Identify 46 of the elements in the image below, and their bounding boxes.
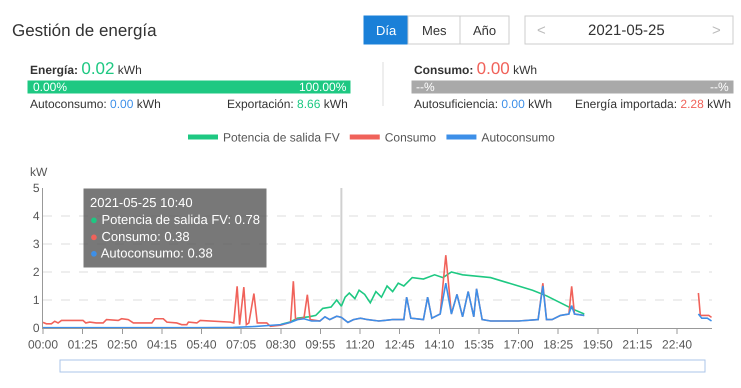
x-tick-label: 02:50: [107, 337, 138, 352]
text: Consumo: 0.00 kWh: [414, 59, 538, 78]
y-axis-title: kW: [30, 165, 48, 179]
text: Día: [376, 23, 397, 38]
x-tick-label: 08:30: [266, 337, 296, 352]
text: 2021-05-25: [588, 22, 665, 39]
annotation: 2021-05-25 10:40 ● Potencia de salida FV: 0.78 ● Consumo: 0.38 ● Autoconsumo: 0.38: [90, 195, 260, 261]
text: Mes: [422, 23, 448, 38]
x-tick-label: 05:40: [186, 337, 217, 352]
text: Año: [473, 23, 496, 38]
legend-label: Potencia de salida FV: [223, 130, 340, 145]
x-tick-label: 22:40: [662, 337, 692, 352]
y-tick-label: 2: [32, 265, 40, 280]
text: <: [537, 22, 546, 39]
y-tick-label: 3: [32, 237, 40, 252]
x-tick-label: 01:25: [68, 337, 98, 352]
text: Energía: 0.02 kWh: [30, 59, 142, 78]
x-tick-label: 21:15: [622, 337, 653, 352]
x-tick-label: 11:20: [345, 337, 375, 352]
x-tick-label: 09:55: [305, 337, 336, 352]
x-tick-label: 15:35: [464, 337, 494, 352]
text: Energía importada: 2.28 kWh: [575, 97, 732, 111]
y-tick-label: 4: [32, 209, 40, 224]
legend-label: Consumo: [384, 130, 436, 145]
x-tick-label: 19:50: [582, 337, 614, 352]
text: Exportación: 8.66 kWh: [227, 97, 348, 111]
y-tick-label: 0: [32, 321, 40, 336]
x-tick-label: 17:00: [504, 337, 534, 352]
text: >: [712, 22, 721, 39]
y-tick-label: 5: [32, 181, 40, 196]
text: Autosuficiencia: 0.00 kWh: [414, 97, 552, 111]
text: --%: [710, 80, 729, 94]
legend-label: Autoconsumo: [481, 130, 556, 145]
line-series: [280, 271, 586, 326]
text: 100.00%: [299, 80, 347, 94]
x-tick-label: 12:45: [384, 337, 415, 352]
y-tick-label: 1: [32, 293, 40, 308]
chart-title: Gestión de energía: [12, 20, 158, 40]
text: Autoconsumo: 0.00 kWh: [30, 97, 161, 111]
x-tick-label: 18:25: [543, 337, 574, 352]
x-tick-label: 14:10: [424, 337, 455, 352]
x-tick-label: 00:00: [28, 337, 58, 352]
text: 0.00%: [33, 80, 68, 94]
text: --%: [416, 80, 435, 94]
x-tick-label: 07:05: [226, 337, 256, 352]
x-tick-label: 04:15: [146, 337, 178, 352]
